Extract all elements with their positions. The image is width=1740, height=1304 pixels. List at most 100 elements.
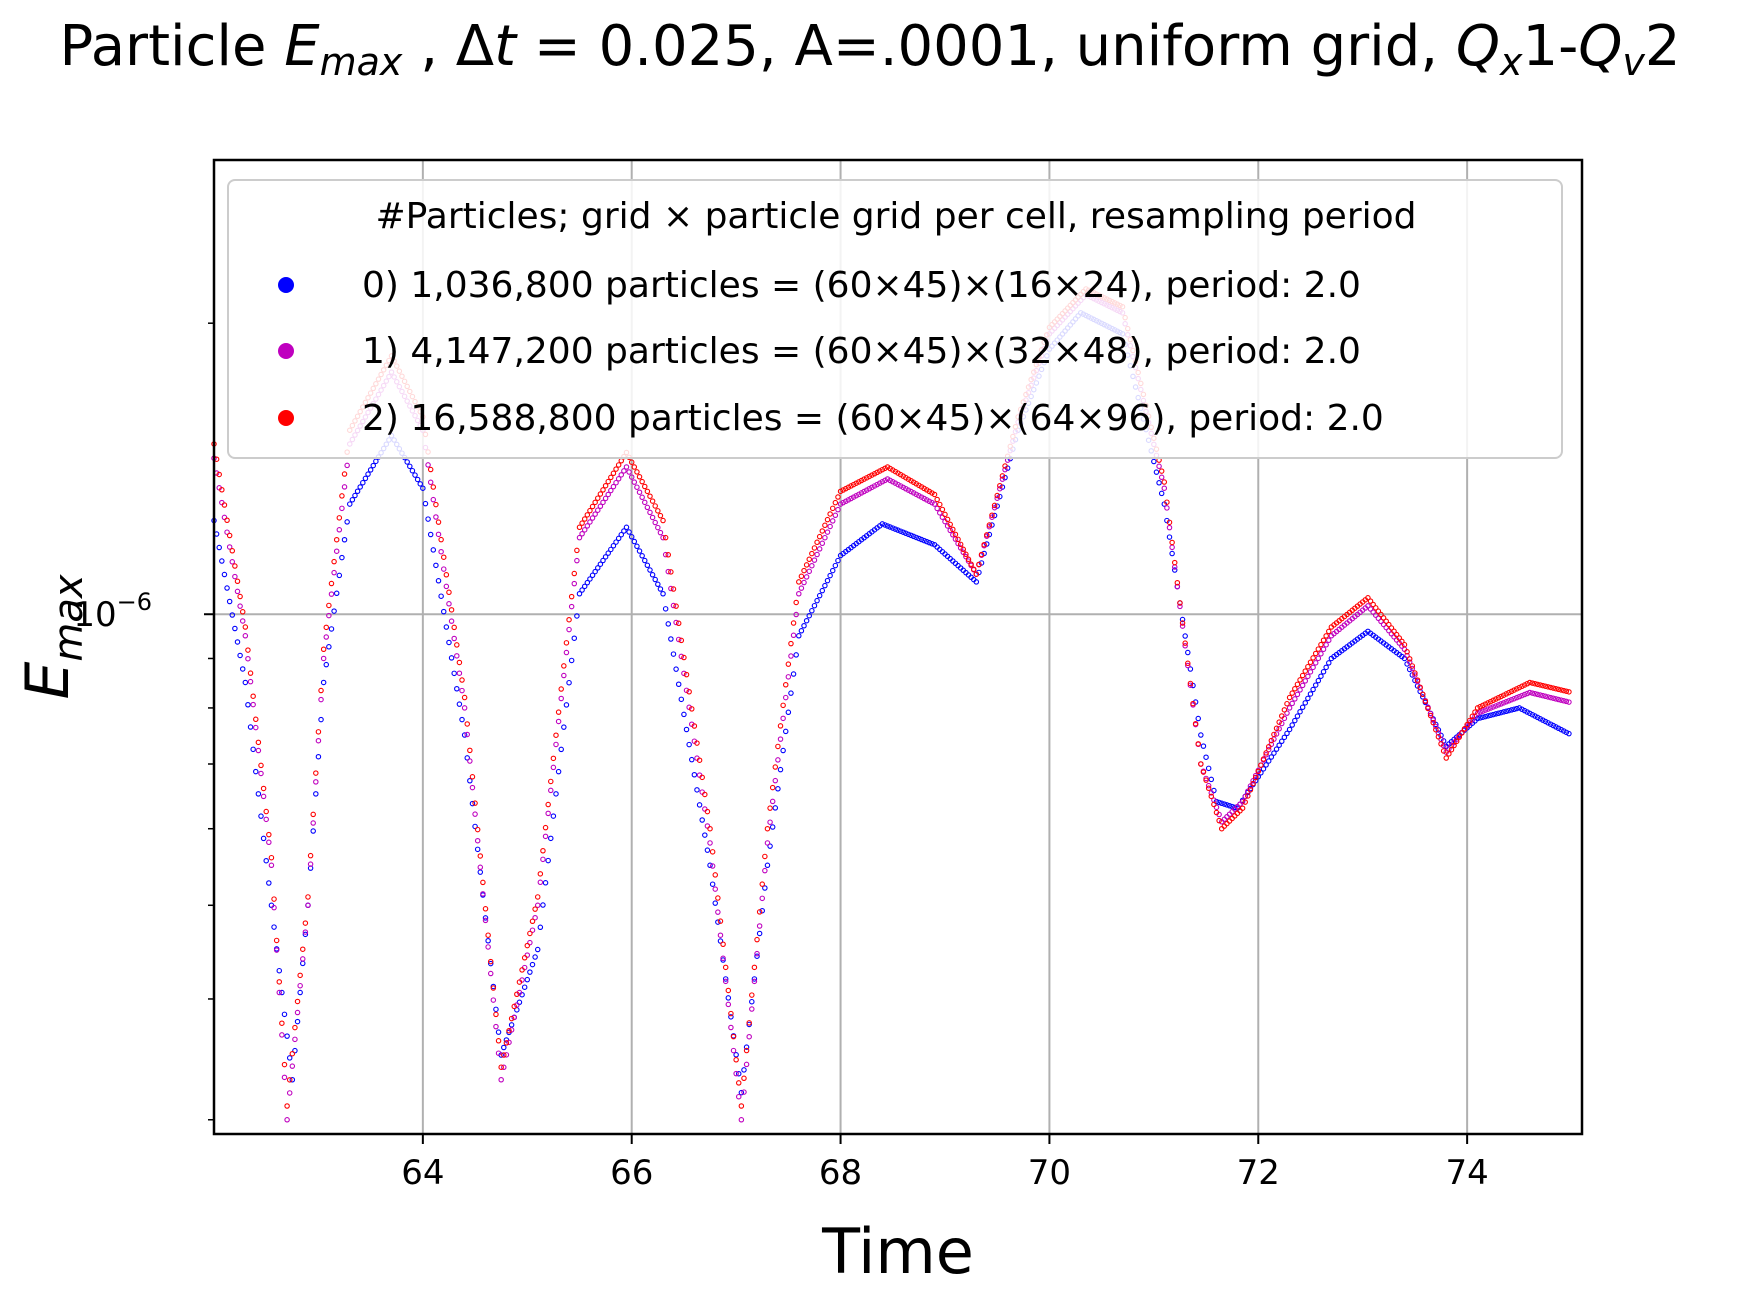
data-point — [1508, 688, 1515, 695]
data-point — [1279, 713, 1285, 719]
data-point — [670, 651, 677, 657]
data-point — [884, 523, 891, 529]
x-tick-label-72: 72 — [1237, 1153, 1280, 1193]
data-point — [284, 1103, 290, 1109]
data-point — [362, 475, 369, 482]
data-point — [1448, 746, 1455, 753]
data-point — [553, 741, 559, 748]
data-point — [668, 585, 674, 592]
data-point — [216, 544, 222, 551]
data-point — [628, 534, 635, 540]
data-point — [1187, 680, 1194, 687]
data-point — [276, 967, 283, 974]
data-point — [1205, 782, 1212, 789]
data-point — [970, 566, 977, 572]
data-point — [1250, 778, 1256, 784]
data-point — [493, 1023, 499, 1030]
data-point — [266, 831, 272, 838]
data-point — [1537, 682, 1543, 688]
data-point — [769, 798, 776, 805]
data-point — [1192, 720, 1199, 727]
data-point — [673, 603, 679, 609]
data-point — [608, 474, 614, 481]
data-point — [1500, 709, 1507, 715]
data-point — [485, 937, 491, 944]
data-point — [1545, 694, 1551, 700]
data-point — [636, 489, 643, 495]
data-point — [1566, 699, 1572, 705]
data-point — [1555, 696, 1562, 703]
data-point — [1414, 677, 1421, 683]
data-point — [984, 532, 990, 538]
data-point — [733, 1057, 739, 1063]
data-point — [796, 579, 802, 585]
data-point — [344, 519, 350, 525]
y-axis-label: Emax — [13, 574, 92, 699]
data-point — [728, 1024, 734, 1031]
data-point — [905, 531, 912, 538]
data-point — [1480, 702, 1486, 709]
data-point — [1427, 710, 1434, 717]
data-point — [1553, 696, 1559, 702]
data-point — [581, 583, 588, 590]
data-point — [809, 607, 815, 614]
data-point — [448, 607, 455, 613]
x-tick-label-66: 66 — [610, 1153, 653, 1193]
data-point — [250, 701, 256, 708]
data-point — [1263, 750, 1269, 756]
data-point — [239, 666, 246, 672]
data-point — [532, 906, 538, 912]
data-point — [1459, 730, 1465, 736]
title-qx-sub: x — [1499, 40, 1523, 84]
data-point — [328, 626, 335, 632]
data-point — [600, 499, 606, 506]
data-point — [1166, 534, 1173, 540]
data-point — [929, 540, 935, 547]
data-point — [242, 633, 249, 639]
data-point — [255, 739, 262, 746]
plot-frame — [212, 158, 1584, 1136]
data-point — [1273, 731, 1280, 737]
title-rest: = 0.025, A=.0001, uniform grid, — [516, 14, 1456, 79]
data-point — [822, 534, 828, 541]
data-point — [448, 655, 455, 661]
data-point — [493, 1006, 499, 1013]
data-point — [931, 491, 938, 498]
data-point — [832, 499, 839, 506]
data-point — [226, 532, 233, 539]
data-point — [1179, 623, 1186, 629]
data-point — [263, 857, 269, 864]
data-point — [537, 879, 544, 886]
data-point — [733, 1070, 739, 1077]
data-point — [1521, 682, 1528, 688]
data-point — [495, 1050, 502, 1056]
data-point — [1553, 685, 1559, 692]
data-point — [1529, 680, 1536, 686]
data-point — [696, 757, 703, 763]
data-point — [550, 764, 557, 771]
data-point — [1422, 698, 1429, 705]
data-point — [811, 602, 818, 609]
data-point — [443, 624, 450, 630]
data-point — [1534, 691, 1541, 698]
data-point — [373, 458, 379, 465]
data-point — [341, 471, 348, 477]
data-point — [934, 505, 940, 512]
data-point — [600, 487, 606, 493]
data-point — [1419, 691, 1426, 698]
data-point — [652, 519, 658, 526]
data-point — [1425, 705, 1431, 712]
data-point — [323, 624, 330, 631]
data-point — [1252, 772, 1259, 779]
data-point — [1310, 686, 1316, 693]
data-point — [814, 597, 820, 604]
data-point — [498, 1064, 504, 1070]
data-point — [918, 536, 925, 543]
data-point — [540, 902, 546, 908]
x-tick-label-70: 70 — [1028, 1153, 1071, 1193]
data-point — [668, 636, 674, 642]
data-point — [1268, 737, 1275, 744]
data-point — [425, 462, 431, 468]
data-point — [454, 642, 460, 648]
data-point — [433, 514, 439, 520]
